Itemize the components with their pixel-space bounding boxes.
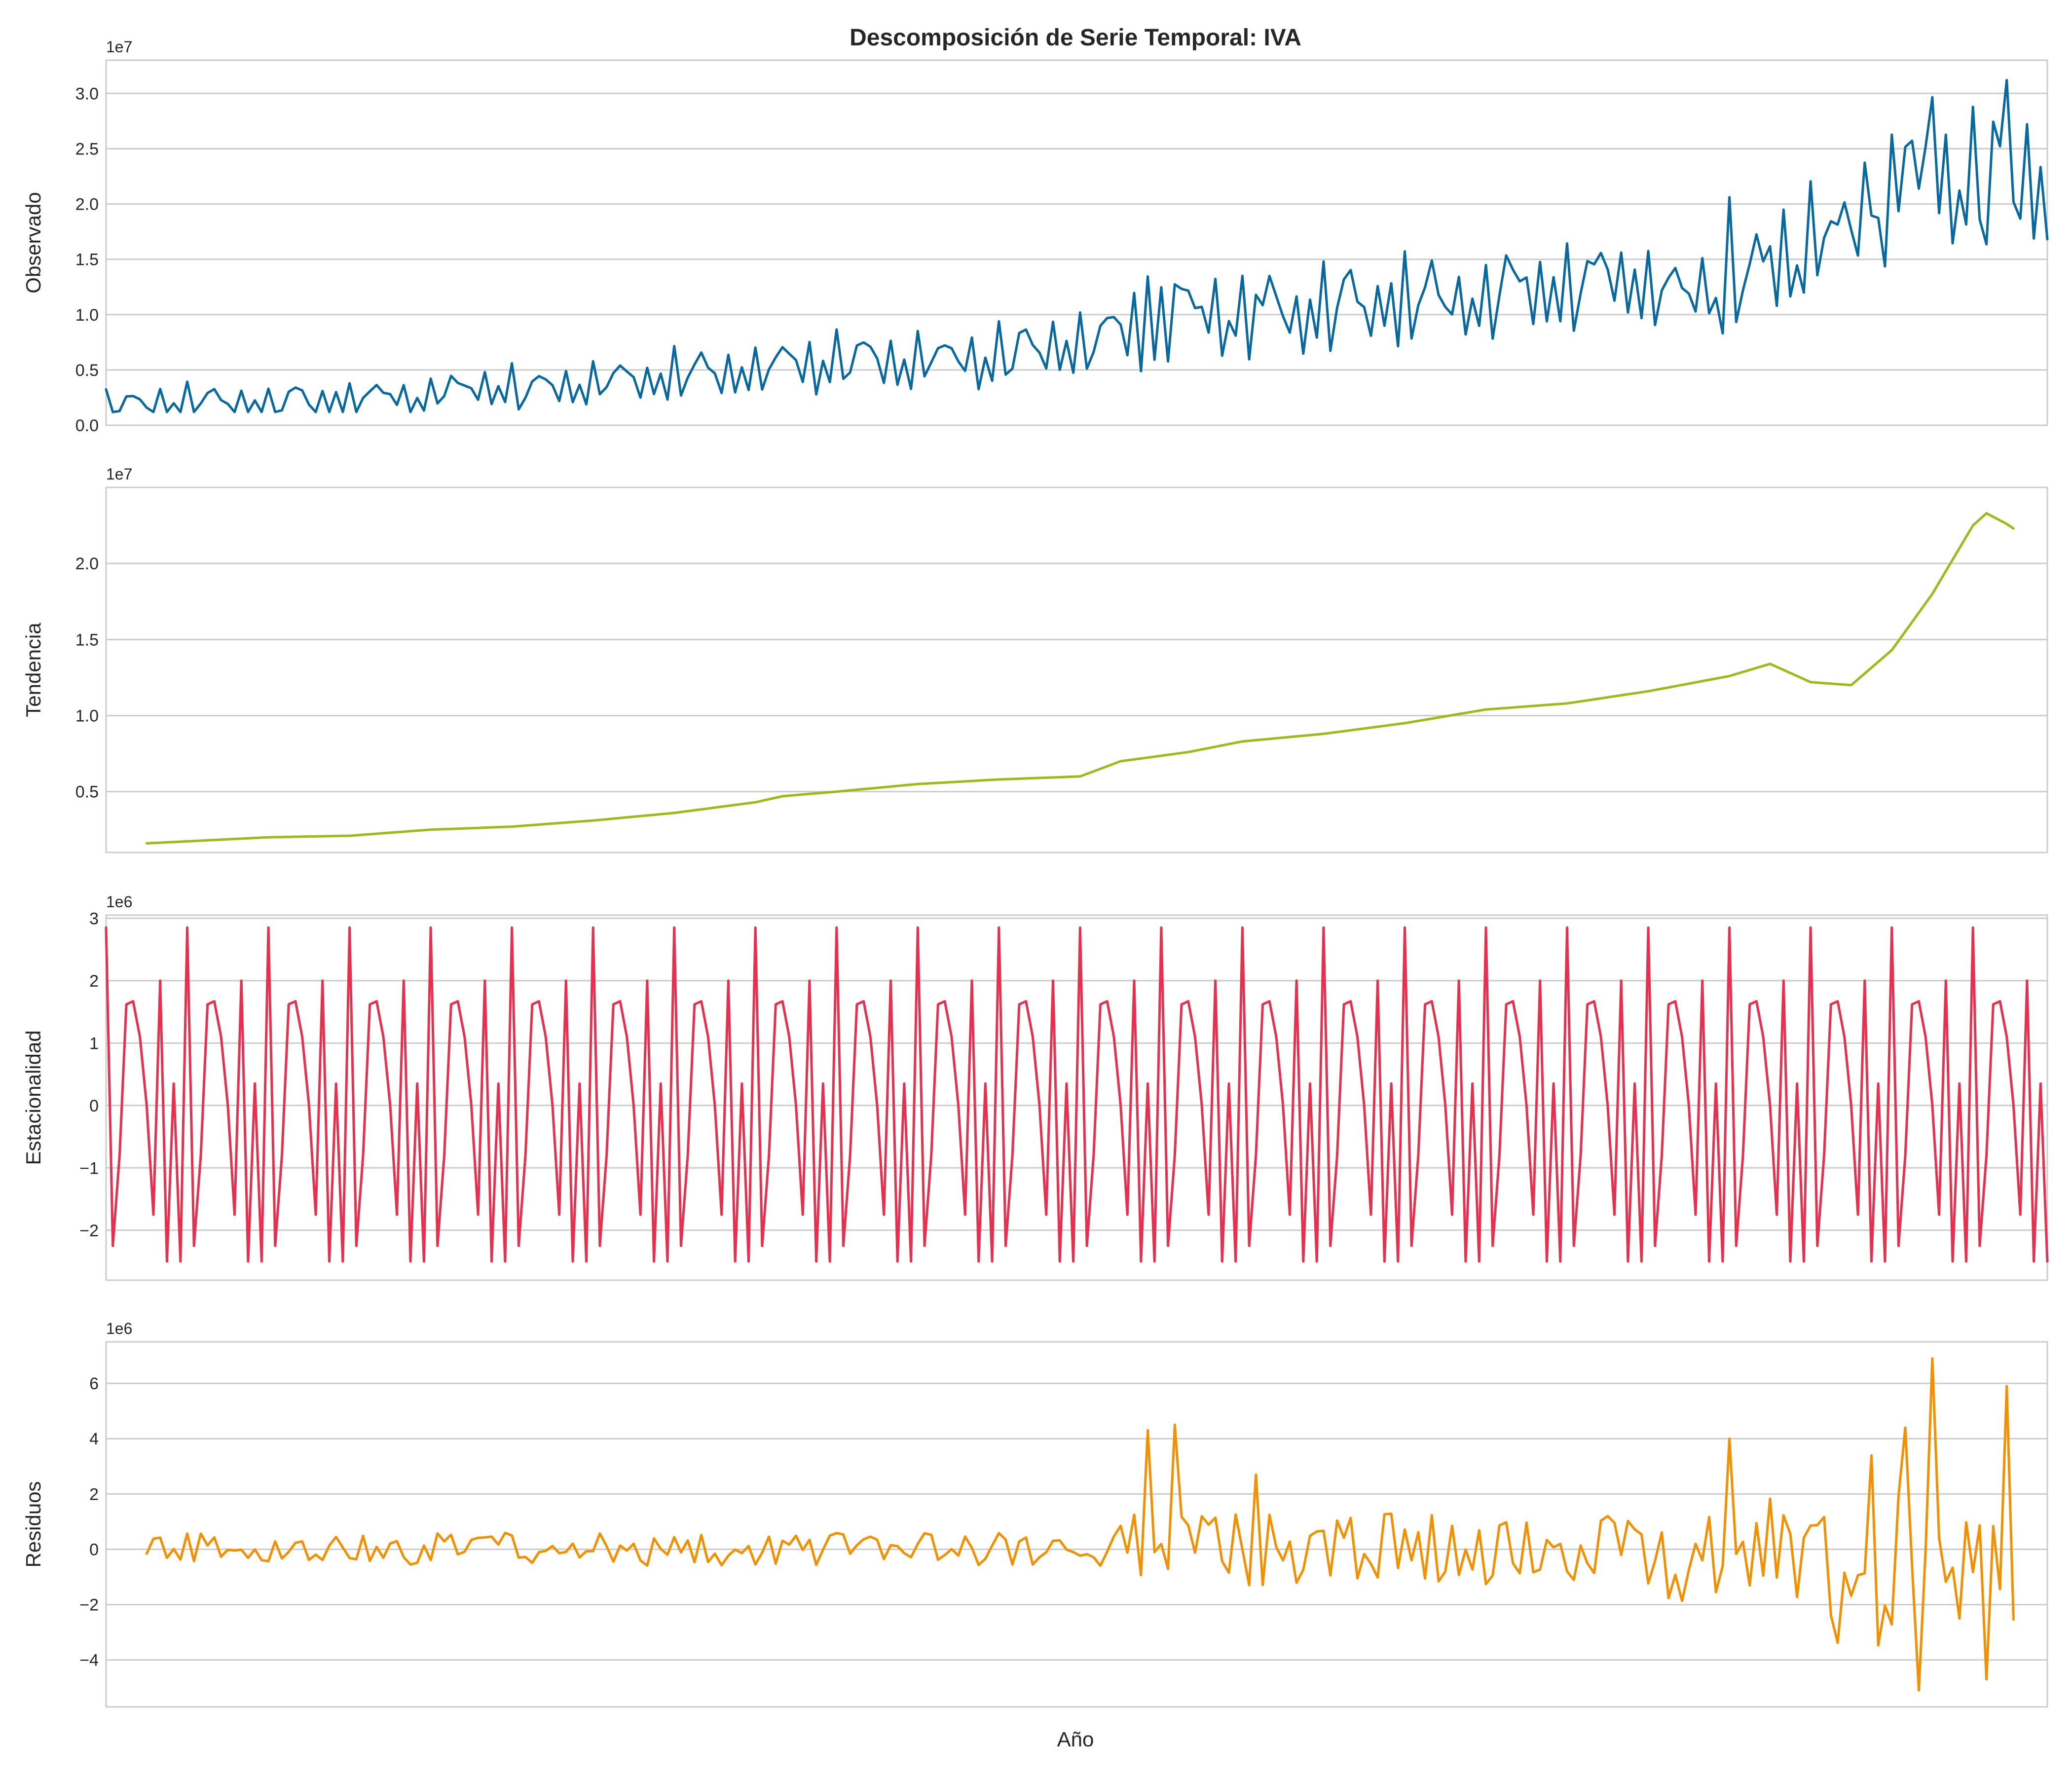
x-axis-label: Año bbox=[1057, 1728, 1094, 1751]
chart-title: Descomposición de Serie Temporal: IVA bbox=[850, 25, 1301, 51]
axes-frame-trend bbox=[105, 486, 2048, 853]
ytick-label-residual: 4 bbox=[89, 1430, 99, 1448]
ylabel-observed: Observado bbox=[22, 192, 45, 293]
ytick-label-trend: 1.5 bbox=[75, 630, 99, 649]
ytick-label-trend: 0.5 bbox=[75, 783, 99, 802]
ylabel-residual: Residuos bbox=[22, 1481, 45, 1567]
ytick-label-trend: 2.0 bbox=[75, 555, 99, 573]
offset-label-residual: 1e6 bbox=[106, 1320, 132, 1337]
ytick-label-observed: 2.0 bbox=[75, 195, 99, 214]
ytick-label-observed: 3.0 bbox=[75, 84, 99, 103]
ytick-label-residual: 6 bbox=[89, 1374, 99, 1393]
ytick-label-observed: 1.0 bbox=[75, 306, 99, 325]
panel-residual: −4 −2 0 2 4 6 1e6 Residuos bbox=[22, 1320, 2048, 1708]
panel-trend: 0.5 1.0 1.5 2.0 1e7 Tendencia bbox=[22, 465, 2048, 853]
ytick-label-seasonal: 1 bbox=[89, 1034, 99, 1053]
ytick-label-residual: 2 bbox=[89, 1485, 99, 1504]
axes-frame-seasonal bbox=[105, 914, 2048, 1281]
ytick-label-residual: −2 bbox=[79, 1596, 99, 1615]
panel-observed: 0.0 0.5 1.0 1.5 2.0 2.5 3.0 1e7 Observado bbox=[22, 38, 2049, 435]
panel-seasonal: −2 −1 0 1 2 3 1e6 Estacionalidad bbox=[22, 893, 2049, 1281]
ytick-label-observed: 1.5 bbox=[75, 251, 99, 269]
series-line-observed bbox=[105, 78, 2049, 413]
ylabel-trend: Tendencia bbox=[22, 623, 45, 717]
series-line-seasonal bbox=[105, 926, 2049, 1263]
ytick-label-observed: 0.5 bbox=[75, 361, 99, 380]
offset-label-trend: 1e7 bbox=[106, 465, 132, 483]
series-line-residual bbox=[145, 1357, 2015, 1692]
axes-frame-residual bbox=[105, 1341, 2048, 1708]
ytick-label-trend: 1.0 bbox=[75, 707, 99, 726]
axes-frame-observed bbox=[105, 59, 2048, 426]
ytick-label-seasonal: 0 bbox=[89, 1097, 99, 1115]
ytick-label-residual: 0 bbox=[89, 1540, 99, 1559]
ytick-label-seasonal: 3 bbox=[89, 909, 99, 928]
series-line-trend bbox=[145, 512, 2015, 845]
ytick-label-observed: 2.5 bbox=[75, 140, 99, 158]
ytick-label-seasonal: −2 bbox=[79, 1221, 99, 1240]
panels-group: 0.0 0.5 1.0 1.5 2.0 2.5 3.0 1e7 Observado 0.5 1.0 1… bbox=[22, 38, 2049, 1708]
ytick-label-seasonal: −1 bbox=[79, 1159, 99, 1178]
ytick-label-seasonal: 2 bbox=[89, 972, 99, 991]
offset-label-seasonal: 1e6 bbox=[106, 893, 132, 911]
ytick-label-residual: −4 bbox=[79, 1651, 99, 1670]
offset-label-observed: 1e7 bbox=[106, 38, 132, 56]
ylabel-seasonal: Estacionalidad bbox=[22, 1030, 45, 1165]
ytick-label-observed: 0.0 bbox=[75, 416, 99, 435]
